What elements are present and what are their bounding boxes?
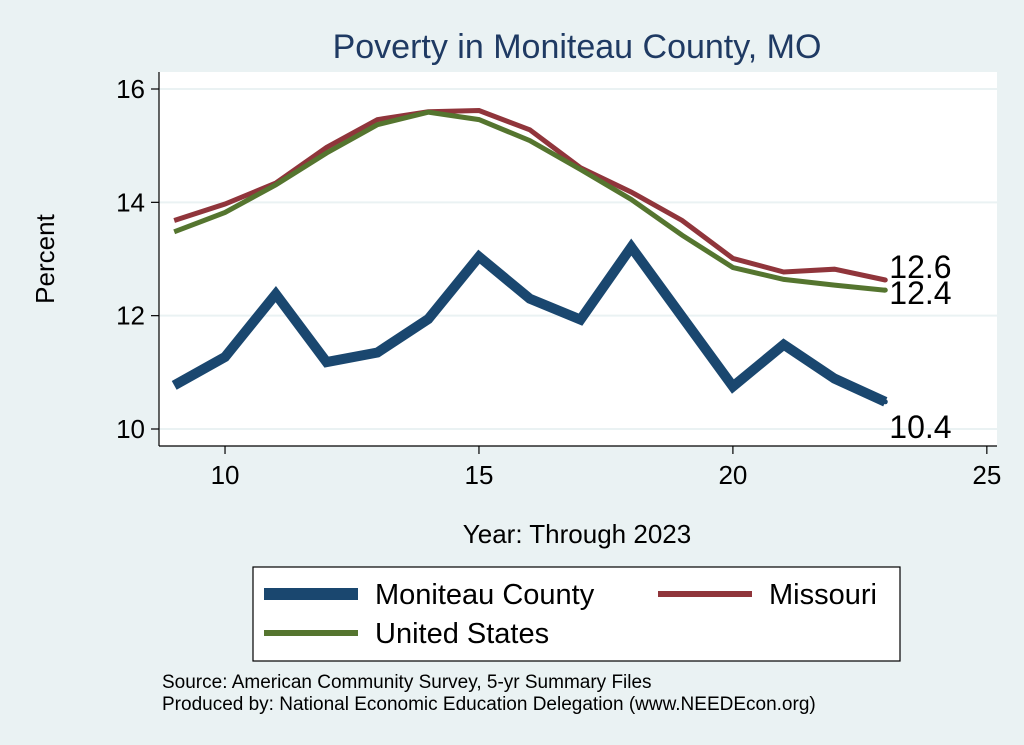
y-tick-label: 16: [116, 74, 145, 104]
series-lines: [171, 107, 888, 407]
plot-area: [159, 72, 997, 446]
legend-label-missouri: Missouri: [769, 579, 877, 611]
tick-marks: 10 12 14 16 10 15 20 25: [116, 74, 1001, 490]
series-line-united-states: [173, 109, 886, 293]
end-marker-moniteau-county: [882, 399, 888, 405]
legend-label-united-states: United States: [375, 618, 549, 650]
end-label-moniteau-county: 10.4: [889, 409, 951, 445]
x-axis-title: Year: Through 2023: [463, 519, 691, 549]
end-label-missouri: 12.6: [889, 249, 951, 285]
x-tick-label: 15: [465, 460, 494, 490]
axes: [158, 72, 997, 447]
y-tick-label: 12: [116, 301, 145, 331]
end-marker-missouri: [882, 277, 888, 283]
y-tick-label: 10: [116, 414, 145, 444]
produced-by-note: Produced by: National Economic Education…: [162, 694, 816, 715]
series-line-missouri: [173, 107, 886, 283]
series-line-moniteau-county: [171, 238, 888, 407]
y-tick-label: 14: [116, 187, 145, 217]
legend-label-moniteau-county: Moniteau County: [375, 579, 595, 611]
source-note: Source: American Community Survey, 5-yr …: [162, 672, 652, 693]
x-tick-label: 10: [211, 460, 240, 490]
end-label-united-states: 12.4: [889, 275, 951, 311]
x-tick-label: 25: [972, 460, 1001, 490]
legend: Moniteau County Missouri United States: [252, 566, 901, 662]
y-axis-title: Percent: [30, 213, 60, 303]
end-labels: 10.4 12.612.4: [882, 249, 952, 445]
chart-title: Poverty in Moniteau County, MO: [333, 28, 822, 66]
end-marker-united-states: [882, 287, 888, 293]
x-tick-label: 20: [718, 460, 747, 490]
legend-box: [252, 566, 901, 662]
